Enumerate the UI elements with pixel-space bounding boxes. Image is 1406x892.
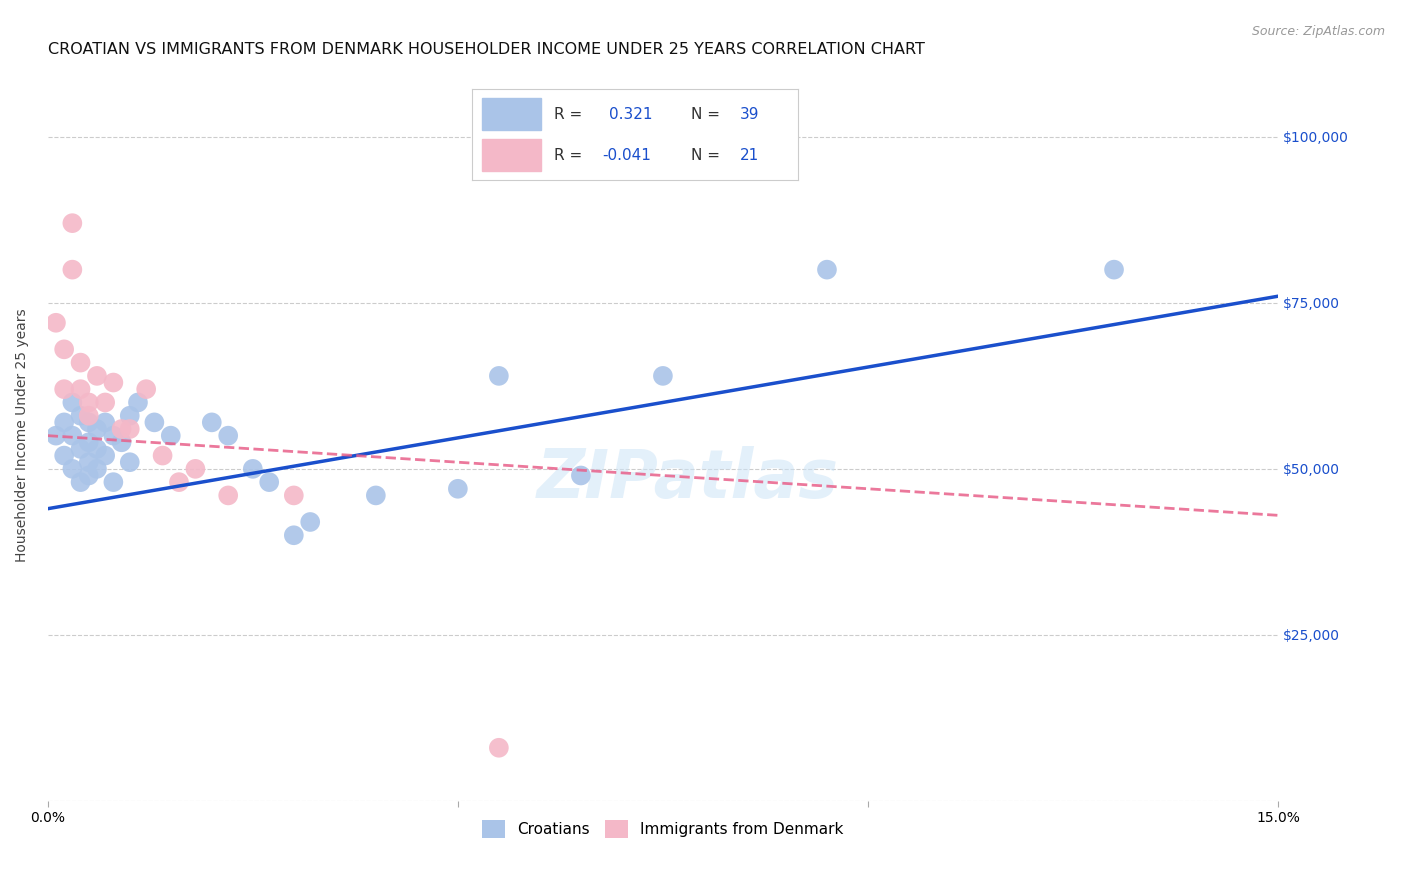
Point <box>299 515 322 529</box>
Point <box>651 368 673 383</box>
Point <box>103 428 125 442</box>
Point <box>60 262 83 277</box>
Point <box>69 442 91 456</box>
Point <box>69 382 91 396</box>
Point <box>53 343 76 357</box>
Point <box>815 262 838 277</box>
Point <box>217 488 239 502</box>
Text: CROATIAN VS IMMIGRANTS FROM DENMARK HOUSEHOLDER INCOME UNDER 25 YEARS CORRELATIO: CROATIAN VS IMMIGRANTS FROM DENMARK HOUS… <box>48 42 925 57</box>
Point <box>60 395 83 409</box>
Point <box>152 449 174 463</box>
Point <box>45 428 67 442</box>
Point <box>569 468 592 483</box>
Point <box>103 376 125 390</box>
Point <box>110 422 132 436</box>
Point <box>69 475 91 490</box>
Point <box>53 449 76 463</box>
Point <box>53 416 76 430</box>
Point <box>60 428 83 442</box>
Point <box>86 422 108 436</box>
Point <box>53 382 76 396</box>
Point <box>94 395 117 409</box>
Point <box>86 462 108 476</box>
Point <box>167 475 190 490</box>
Point <box>77 416 100 430</box>
Point <box>488 368 510 383</box>
Point <box>60 462 83 476</box>
Text: ZIPatlas: ZIPatlas <box>537 447 838 513</box>
Point <box>118 409 141 423</box>
Point <box>159 428 181 442</box>
Point <box>94 449 117 463</box>
Point <box>217 428 239 442</box>
Point <box>77 435 100 450</box>
Point <box>283 528 305 542</box>
Point <box>201 416 224 430</box>
Point <box>110 435 132 450</box>
Point <box>257 475 280 490</box>
Y-axis label: Householder Income Under 25 years: Householder Income Under 25 years <box>15 309 30 563</box>
Point <box>488 740 510 755</box>
Point <box>60 216 83 230</box>
Point <box>127 395 149 409</box>
Point <box>94 416 117 430</box>
Point <box>1102 262 1125 277</box>
Point <box>242 462 264 476</box>
Point <box>86 442 108 456</box>
Point <box>364 488 387 502</box>
Legend: Croatians, Immigrants from Denmark: Croatians, Immigrants from Denmark <box>477 814 849 845</box>
Point <box>86 368 108 383</box>
Point <box>283 488 305 502</box>
Point <box>447 482 470 496</box>
Text: Source: ZipAtlas.com: Source: ZipAtlas.com <box>1251 25 1385 38</box>
Point <box>135 382 157 396</box>
Point <box>77 409 100 423</box>
Point <box>118 455 141 469</box>
Point <box>77 455 100 469</box>
Point <box>45 316 67 330</box>
Point <box>69 356 91 370</box>
Point <box>103 475 125 490</box>
Point <box>77 395 100 409</box>
Point <box>118 422 141 436</box>
Point <box>69 409 91 423</box>
Point <box>143 416 166 430</box>
Point <box>77 468 100 483</box>
Point <box>184 462 207 476</box>
